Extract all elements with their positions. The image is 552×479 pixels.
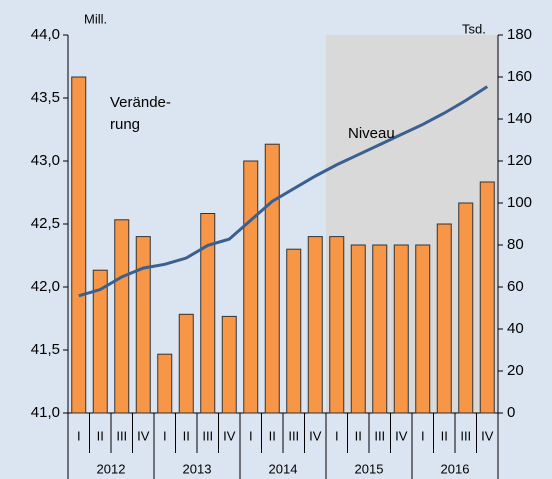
bar xyxy=(350,244,366,414)
bar xyxy=(221,315,237,414)
x-tick-label: III xyxy=(288,428,299,443)
x-tick-label: II xyxy=(269,428,276,443)
group-label: 2012 xyxy=(97,461,126,476)
bar xyxy=(178,313,194,414)
bar xyxy=(135,236,151,414)
group-label: 2015 xyxy=(355,461,384,476)
y-tick-label: 41,5 xyxy=(31,341,60,358)
y2-tick-label: 120 xyxy=(507,152,532,169)
x-tick-label: III xyxy=(116,428,127,443)
bar xyxy=(200,213,216,414)
bar xyxy=(264,143,280,414)
y2-tick-label: 20 xyxy=(507,362,524,379)
bar xyxy=(157,353,173,414)
x-tick-label: III xyxy=(374,428,385,443)
y2-tick-label: 140 xyxy=(507,110,532,127)
x-tick-label: I xyxy=(77,428,81,443)
bar xyxy=(458,202,474,414)
x-tick-label: II xyxy=(355,428,362,443)
x-tick-label: IV xyxy=(309,428,322,443)
y2-tick-label: 180 xyxy=(507,26,532,43)
y-tick-label: 43,0 xyxy=(31,152,60,169)
x-tick-label: II xyxy=(183,428,190,443)
annotation: Niveau xyxy=(348,125,395,142)
bar xyxy=(329,236,345,414)
y2-tick-label: 60 xyxy=(507,278,524,295)
y-axis-label: Mill. xyxy=(84,11,107,26)
y2-tick-label: 100 xyxy=(507,194,532,211)
bar xyxy=(243,160,259,414)
x-tick-label: IV xyxy=(481,428,494,443)
y2-tick-label: 160 xyxy=(507,68,532,85)
group-label: 2016 xyxy=(441,461,470,476)
y-tick-label: 43,5 xyxy=(31,89,60,106)
x-tick-label: III xyxy=(202,428,213,443)
bar xyxy=(393,244,409,414)
y2-tick-label: 0 xyxy=(507,404,515,421)
x-tick-label: II xyxy=(97,428,104,443)
y-tick-label: 44,0 xyxy=(31,26,60,43)
bar xyxy=(71,76,87,414)
annotation: rung xyxy=(110,116,140,133)
x-tick-label: I xyxy=(163,428,167,443)
bar xyxy=(286,248,302,414)
bar xyxy=(307,236,323,414)
line xyxy=(78,85,489,298)
group-label: 2014 xyxy=(269,461,298,476)
x-tick-label: IV xyxy=(395,428,408,443)
x-tick-label: II xyxy=(441,428,448,443)
bar xyxy=(372,244,388,414)
bar xyxy=(436,223,452,414)
y2-axis-label: Tsd. xyxy=(462,21,486,36)
bar xyxy=(114,219,130,414)
bar xyxy=(92,269,108,414)
annotation: Verände- xyxy=(110,94,171,111)
x-tick-label: III xyxy=(460,428,471,443)
y2-tick-label: 40 xyxy=(507,320,524,337)
y-tick-label: 42,5 xyxy=(31,215,60,232)
group-label: 2013 xyxy=(183,461,212,476)
y-tick-label: 41,0 xyxy=(31,404,60,421)
x-tick-label: I xyxy=(335,428,339,443)
x-tick-label: IV xyxy=(223,428,236,443)
x-tick-label: I xyxy=(421,428,425,443)
x-tick-label: I xyxy=(249,428,253,443)
bar xyxy=(415,244,431,414)
x-tick-label: IV xyxy=(137,428,150,443)
y2-tick-label: 80 xyxy=(507,236,524,253)
bar xyxy=(479,181,495,414)
y-tick-label: 42,0 xyxy=(31,278,60,295)
